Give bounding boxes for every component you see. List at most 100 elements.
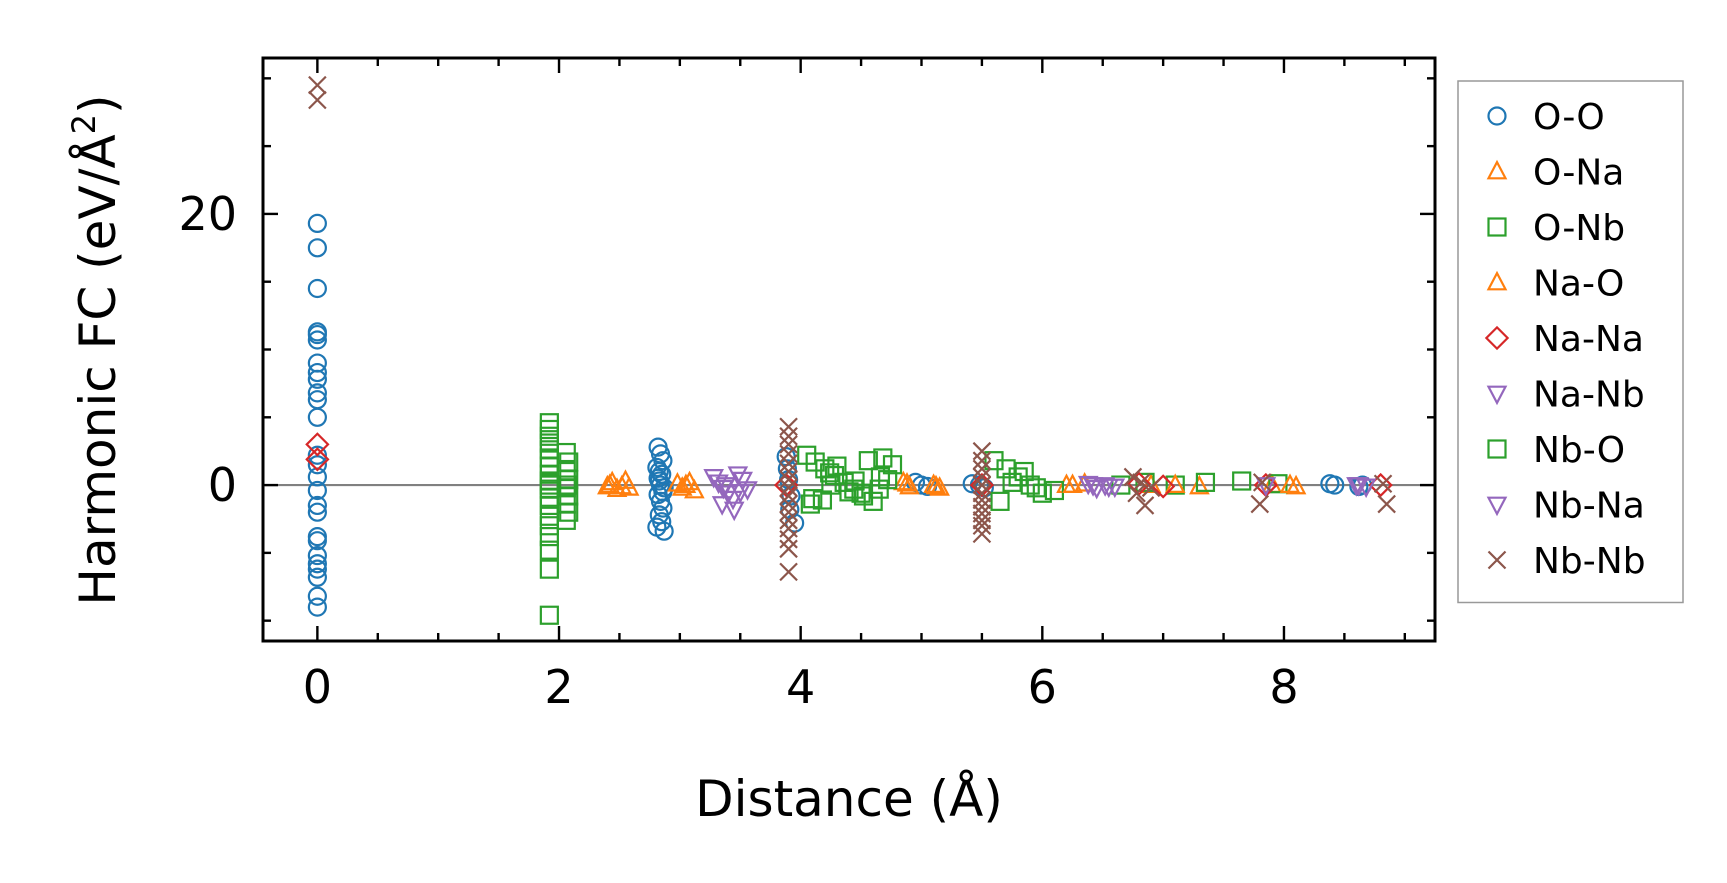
data-point: [307, 407, 327, 427]
legend-marker: [1487, 439, 1507, 459]
data-point: [539, 527, 559, 547]
data-point: [773, 472, 799, 498]
data-point: [675, 473, 697, 493]
data-point: [1250, 494, 1270, 514]
data-point: [972, 483, 992, 503]
data-point: [969, 472, 995, 498]
axis-ticks: [263, 58, 1435, 641]
data-point: [1141, 478, 1161, 498]
y-tick-labels: 0 20: [178, 187, 237, 512]
data-point: [611, 474, 633, 495]
data-point: [307, 559, 327, 579]
series-nb-nb: [308, 75, 1396, 582]
legend-marker: [1487, 217, 1507, 237]
data-point: [820, 463, 840, 483]
legend-label: Na-O: [1533, 264, 1624, 305]
data-point: [845, 471, 865, 491]
legend: O-O O-Na O-Nb Na-O Na-Na Na-Nb Nb-O Nb-Na Nb-Nb: [1457, 80, 1684, 604]
data-point: [307, 480, 327, 501]
data-point: [539, 605, 559, 625]
data-point: [732, 471, 753, 492]
data-point: [781, 486, 801, 506]
legend-label: Nb-Nb: [1533, 541, 1646, 582]
legend-box: [1457, 80, 1684, 604]
data-point: [779, 426, 798, 446]
x-tick-label: 8: [1269, 660, 1298, 714]
data-point: [305, 447, 330, 472]
data-point: [779, 502, 798, 522]
data-point: [1132, 473, 1151, 492]
data-point: [307, 545, 327, 566]
data-point: [307, 383, 327, 403]
data-point: [779, 417, 798, 437]
data-point: [779, 511, 798, 530]
y-axis-title-end: ): [69, 94, 127, 114]
data-point: [307, 213, 327, 234]
data-point: [779, 444, 798, 464]
data-point: [972, 441, 992, 461]
x-tick-label: 2: [544, 660, 573, 714]
data-point: [539, 559, 559, 579]
data-point: [1032, 483, 1052, 503]
data-point: [717, 485, 739, 505]
data-point: [727, 466, 749, 486]
data-point: [972, 497, 992, 517]
data-point: [618, 476, 640, 496]
data-point: [671, 476, 693, 496]
data-point: [779, 435, 798, 454]
y-tick-label: 0: [208, 458, 237, 512]
data-point: [1325, 475, 1345, 495]
y-axis-title-sup: 2: [65, 114, 103, 134]
data-point: [1014, 461, 1034, 482]
data-point: [708, 474, 729, 495]
legend-marker: [1486, 270, 1508, 291]
legend-marker: [1487, 106, 1507, 126]
data-point: [307, 495, 327, 516]
data-point: [308, 75, 327, 95]
legend-marker: [1486, 496, 1508, 517]
data-point: [715, 477, 737, 497]
data-point: [1123, 467, 1143, 487]
legend-marker: [1486, 385, 1508, 406]
y-axis-title: Harmonic FC (eV/Å2): [65, 94, 127, 605]
data-point: [307, 330, 327, 350]
data-point: [307, 597, 327, 617]
data-point: [649, 461, 669, 482]
data-point: [648, 468, 668, 488]
data-point: [870, 467, 891, 487]
series-na-na: [305, 432, 1393, 499]
series-nb-na: [715, 477, 1370, 504]
data-point: [307, 278, 327, 299]
data-point: [307, 531, 327, 551]
series-nb-o: [539, 471, 1046, 499]
data-point: [779, 462, 798, 481]
data-point: [1135, 496, 1155, 515]
plot-border: [261, 56, 1437, 643]
data-point: [972, 475, 992, 495]
data-point: [929, 476, 950, 496]
legend-label: Na-Nb: [1533, 375, 1645, 416]
data-point: [539, 475, 559, 495]
data-point: [557, 475, 578, 495]
legend-label: Nb-Na: [1533, 486, 1645, 527]
data-point: [779, 470, 798, 489]
data-point: [1279, 473, 1301, 493]
data-point: [539, 540, 559, 560]
data-point: [729, 483, 751, 504]
data-point: [1189, 474, 1210, 495]
data-point: [307, 567, 327, 587]
data-point: [873, 448, 893, 468]
data-point: [1002, 472, 1022, 492]
series-na-o: [599, 472, 1301, 495]
data-point: [1082, 477, 1104, 497]
x-tick-label: 0: [303, 660, 332, 714]
x-axis-title: Distance (Å): [695, 770, 1003, 828]
data-point: [779, 539, 798, 559]
data-point: [1285, 474, 1307, 495]
legend-marker: [1487, 550, 1507, 570]
data-point: [653, 451, 673, 471]
plot-frame: [261, 56, 1437, 643]
data-point: [779, 478, 798, 498]
data-point: [652, 512, 672, 532]
